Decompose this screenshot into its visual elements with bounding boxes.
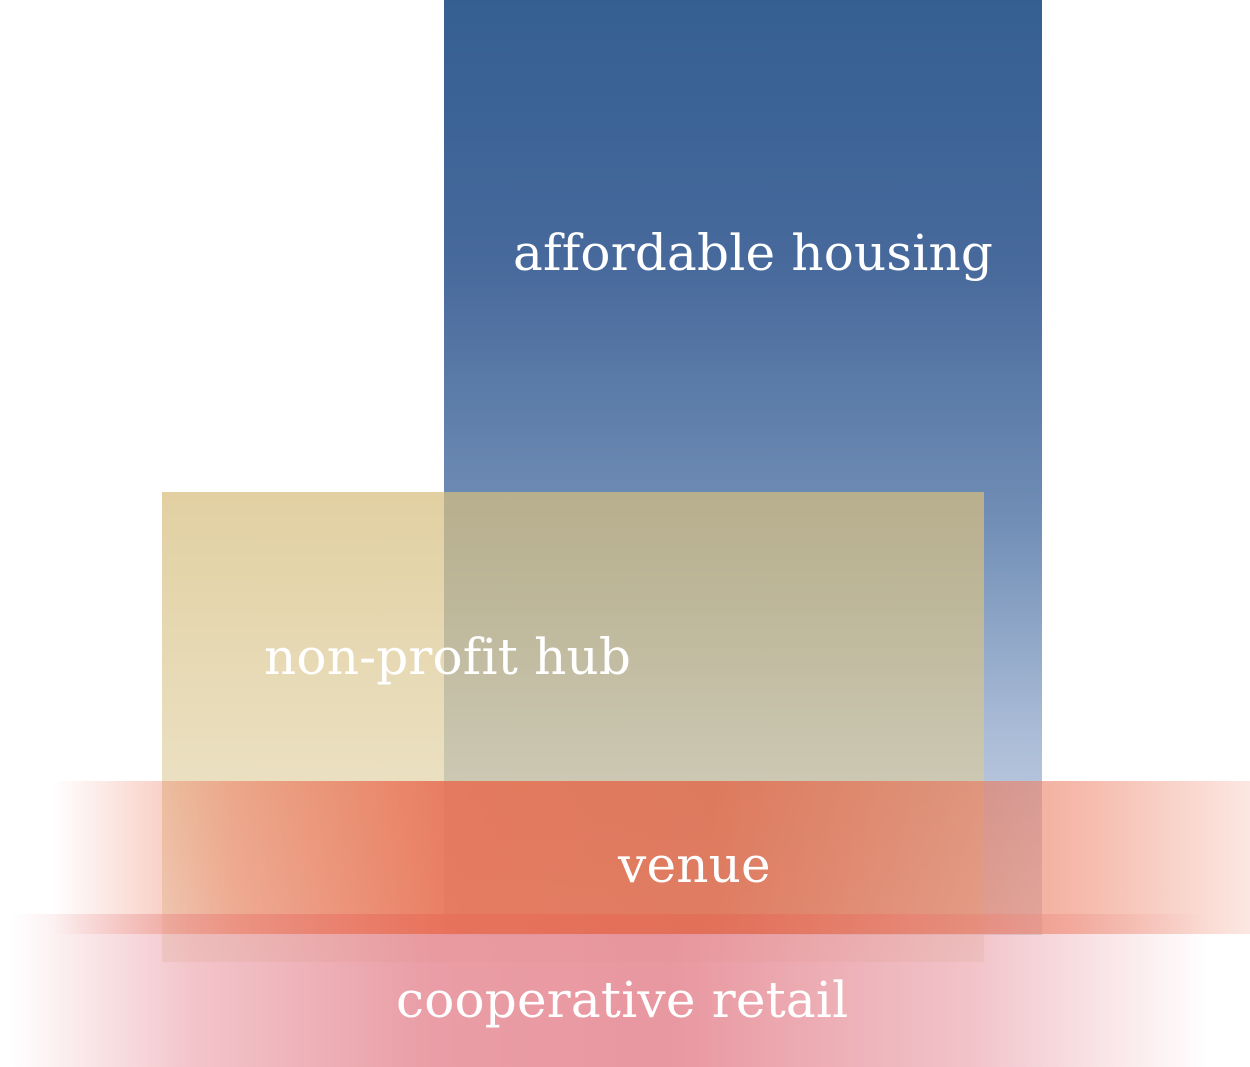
cooperative-retail-block <box>10 914 1210 1067</box>
cooperative-retail-label: cooperative retail <box>396 971 849 1029</box>
venue-block <box>52 781 1250 934</box>
affordable-housing-label: affordable housing <box>513 224 994 282</box>
venue-label: venue <box>618 836 771 894</box>
non-profit-hub-label: non-profit hub <box>264 628 632 686</box>
